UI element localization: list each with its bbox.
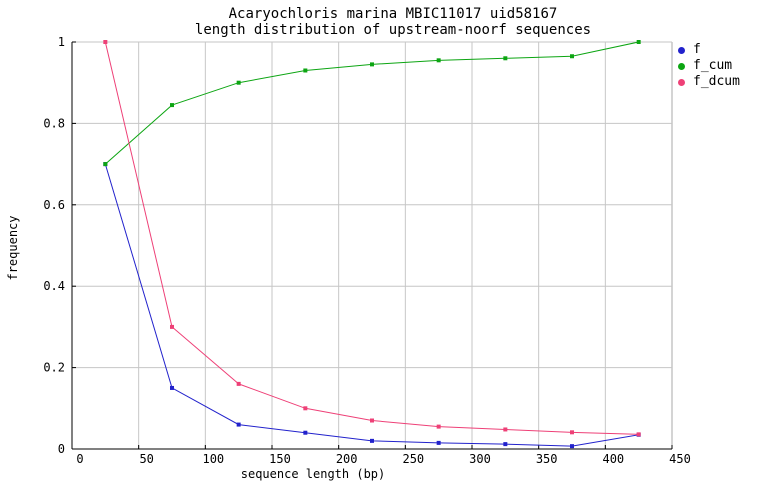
series-f_dcum [103,40,641,437]
chart-title-line1: Acaryochloris marina MBIC11017 uid58167 [228,6,558,22]
data-point-f [370,438,374,443]
x-tick-label: 300 [469,452,491,466]
y-tick-label: 1 [58,35,65,49]
x-tick-label: 150 [269,452,291,466]
data-point-f_dcum [503,427,508,432]
data-point-f_cum [103,162,108,167]
data-point-f_cum [570,54,574,59]
legend-label-f-dcum: f_dcum [693,74,740,89]
data-point-f_dcum [570,430,574,435]
data-point-f [570,444,574,449]
data-point-f_dcum [370,418,374,423]
x-tick-label: 100 [202,452,224,466]
x-tick-label: 400 [602,452,624,466]
y-tick-labels: 0 0.2 0.4 0.6 0.8 1 [43,35,65,456]
gridlines [72,41,673,449]
data-point-f_cum [303,68,308,73]
legend-item-f: f [678,42,740,58]
legend-marker-f-icon [678,46,685,54]
chart-title-line2: length distribution of upstream-noorf se… [194,22,592,38]
data-point-f [303,430,308,435]
legend-label-f: f [693,42,701,57]
x-tick-label: 250 [402,452,424,466]
y-tick-label: 0.8 [43,116,65,130]
series-f_cum [103,40,641,167]
x-axis-label: sequence length (bp) [240,467,386,481]
legend-marker-f-cum-icon [678,62,685,70]
x-tick-label: 450 [669,452,691,466]
legend: f f_cum f_dcum [678,42,740,90]
x-tick-labels: 0 50 100 150 200 250 300 350 400 450 [76,452,690,466]
data-point-f_dcum [636,432,641,437]
data-point-f_cum [503,56,508,61]
x-tick-label: 0 [76,452,83,466]
legend-label-f-cum: f_cum [693,58,733,73]
x-tick-label: 200 [336,452,358,466]
data-point-f_cum [236,80,241,85]
legend-marker-f-dcum-icon [678,78,685,86]
y-tick-label: 0.6 [43,198,65,212]
data-point-f [503,442,508,447]
data-point-f_dcum [170,324,174,329]
data-point-f_cum [636,40,641,44]
tick-marks [71,41,673,450]
axes [71,42,672,450]
legend-item-f-cum: f_cum [678,58,740,74]
data-point-f_cum [436,58,441,63]
y-tick-label: 0 [58,442,65,456]
data-point-f_cum [370,62,374,67]
x-tick-label: 50 [139,452,153,466]
y-tick-label: 0.4 [43,279,65,293]
data-point-f [236,422,241,427]
data-point-f [170,385,174,390]
data-point-f_dcum [236,381,241,386]
x-tick-label: 350 [536,452,558,466]
data-point-f_dcum [103,40,108,44]
chart-title: Acaryochloris marina MBIC11017 uid58167 … [195,6,591,38]
data-point-f_dcum [303,406,308,411]
data-point-f_cum [170,103,174,108]
data-point-f [436,440,441,445]
legend-item-f-dcum: f_dcum [678,74,740,90]
y-tick-label: 0.2 [43,361,65,375]
data-point-f_dcum [436,424,441,429]
